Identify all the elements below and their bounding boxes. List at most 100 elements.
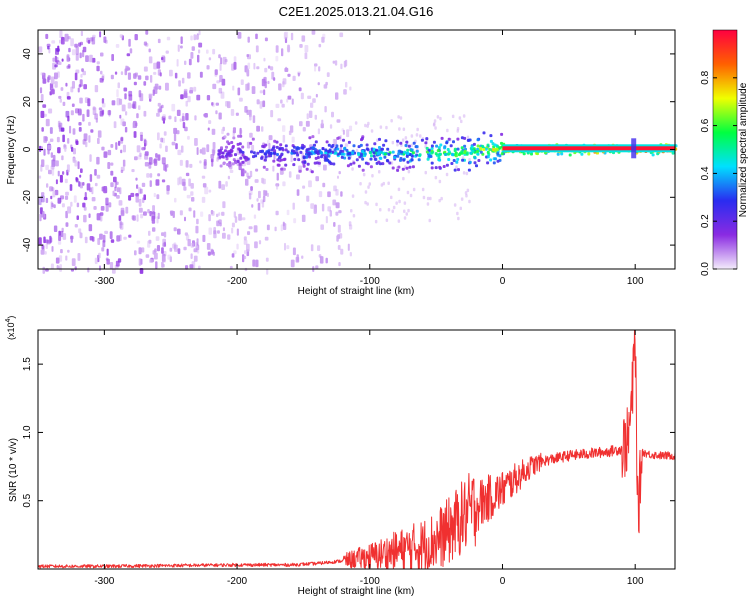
heatmap-cell: [444, 153, 447, 156]
heatmap-cell: [89, 236, 94, 241]
heatmap-cell: [94, 257, 99, 264]
heatmap-cell: [482, 131, 486, 135]
heatmap-cell: [282, 78, 287, 85]
heatmap-cell: [141, 147, 146, 151]
heatmap-cell: [42, 266, 45, 274]
heatmap-cell: [125, 111, 128, 116]
heatmap-cell: [307, 95, 312, 99]
heatmap-cell: [331, 144, 335, 147]
heatmap-cell: [78, 84, 82, 88]
heatmap-cell: [144, 162, 149, 167]
heatmap-cell: [151, 215, 156, 224]
heatmap-cell: [47, 144, 52, 150]
heatmap-cell: [53, 225, 58, 232]
heatmap-cell: [463, 136, 467, 140]
heatmap-cell: [138, 105, 141, 110]
heatmap-cell: [256, 198, 259, 202]
heatmap-cell: [57, 240, 62, 245]
heatmap-cell: [199, 149, 203, 154]
heatmap-cell: [455, 165, 458, 169]
heatmap-cell: [434, 152, 438, 156]
heatmap-cell: [101, 75, 105, 81]
heatmap-cell: [264, 143, 268, 147]
heatmap-cell: [241, 217, 246, 221]
heatmap-cell: [45, 118, 50, 127]
heatmap-cell: [52, 154, 56, 162]
heatmap-cell: [144, 140, 148, 146]
heatmap-cell: [465, 171, 469, 176]
heatmap-cell: [397, 115, 400, 119]
heatmap-cell: [237, 32, 242, 39]
heatmap-cell: [253, 225, 258, 233]
heatmap-cell: [236, 160, 240, 163]
heatmap-cell: [68, 47, 71, 53]
heatmap-cell: [327, 191, 331, 198]
heatmap-cell: [434, 175, 438, 180]
heatmap-cell: [218, 54, 221, 59]
heatmap-cell: [255, 33, 258, 40]
heatmap-cell: [406, 160, 410, 164]
heatmap-cell: [189, 264, 194, 269]
heatmap-cell: [310, 244, 314, 252]
heatmap-cell: [38, 197, 42, 206]
heatmap-cell: [126, 53, 131, 57]
heatmap-cell: [471, 149, 475, 153]
heatmap-cell: [83, 206, 87, 211]
heatmap-cell: [328, 148, 332, 152]
heatmap-cell: [286, 98, 289, 103]
heatmap-cell: [303, 160, 307, 164]
heatmap-cell: [277, 163, 281, 167]
heatmap-cell: [347, 140, 351, 144]
heatmap-cell: [83, 133, 88, 141]
heatmap-cell: [115, 44, 120, 48]
heatmap-cell: [360, 138, 363, 142]
heatmap-cell: [236, 228, 239, 236]
heatmap-cell: [321, 36, 325, 43]
heatmap-cell: [438, 153, 441, 157]
heatmap-cell: [99, 212, 104, 216]
heatmap-cell: [315, 265, 319, 269]
heatmap-cell: [364, 200, 367, 205]
heatmap-cell: [69, 184, 73, 191]
heatmap-cell: [438, 198, 441, 203]
heatmap-cell: [293, 218, 297, 224]
heatmap-cell: [109, 231, 113, 239]
heatmap-cell: [282, 125, 286, 132]
heatmap-cell: [57, 120, 61, 128]
heatmap-cell: [232, 85, 235, 91]
heatmap-cell: [324, 151, 328, 155]
heatmap-cell: [338, 171, 341, 175]
heatmap-cell: [165, 82, 169, 91]
heatmap-cell: [446, 128, 449, 133]
heatmap-cell: [160, 137, 164, 143]
heatmap-cell: [193, 34, 196, 41]
heatmap-cell: [336, 235, 339, 242]
heatmap-cell: [91, 186, 94, 195]
heatmap-cell: [399, 158, 402, 162]
heatmap-band-spike: [631, 138, 637, 159]
heatmap-cell: [251, 204, 254, 208]
heatmap-cell: [184, 216, 186, 222]
heatmap-cell: [306, 113, 309, 120]
y-tick-label: 40: [22, 48, 33, 60]
heatmap-cell: [332, 199, 337, 206]
heatmap-cell: [225, 145, 228, 149]
heatmap-cell: [290, 154, 293, 163]
heatmap-cell: [476, 144, 480, 148]
snr-y-multiplier-base: (x10: [6, 322, 16, 340]
heatmap-cell: [199, 71, 203, 78]
heatmap-cell: [179, 118, 182, 122]
heatmap-cell: [183, 186, 187, 191]
heatmap-cell: [50, 195, 53, 200]
heatmap-cell: [83, 84, 87, 90]
heatmap-cell: [352, 144, 356, 148]
heatmap-cell: [118, 215, 122, 221]
heatmap-cell: [169, 210, 174, 215]
heatmap-cell: [226, 132, 230, 136]
heatmap-cell: [300, 92, 304, 100]
heatmap-cell: [195, 34, 199, 40]
heatmap-cell: [120, 169, 124, 173]
heatmap-cell: [202, 234, 206, 242]
heatmap-cell: [83, 214, 87, 223]
heatmap-cell: [148, 56, 153, 64]
